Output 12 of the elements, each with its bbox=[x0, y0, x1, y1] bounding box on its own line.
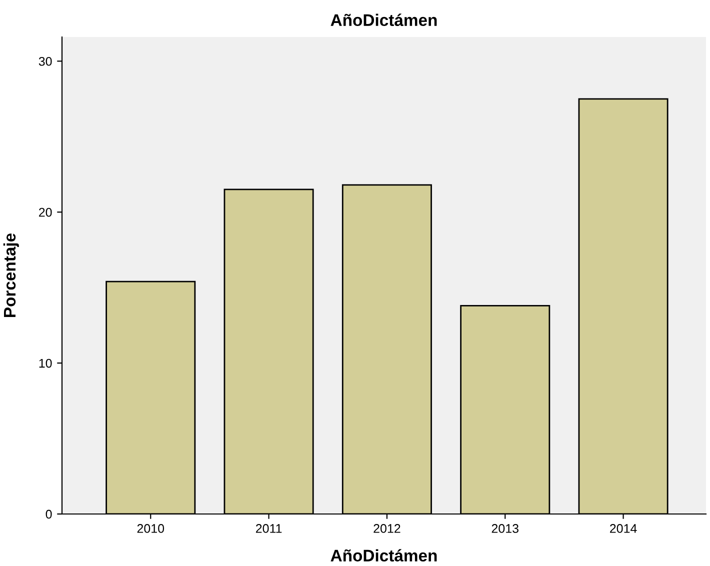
y-axis-title: Porcentaje bbox=[3, 233, 19, 317]
y-tick-label: 0 bbox=[46, 510, 52, 519]
y-tick-label: 20 bbox=[39, 208, 52, 217]
x-axis-title: AñoDictámen bbox=[330, 549, 437, 562]
chart-title: AñoDictámen bbox=[330, 14, 437, 26]
x-tick-label: 2013 bbox=[492, 524, 518, 533]
x-tick-label: 2012 bbox=[374, 524, 400, 533]
x-tick-label: 2011 bbox=[256, 524, 282, 533]
x-tick-label: 2010 bbox=[137, 524, 164, 533]
x-tick-label: 2014 bbox=[610, 524, 637, 533]
y-tick-label: 10 bbox=[39, 358, 52, 368]
y-tick-label: 30 bbox=[38, 56, 52, 66]
